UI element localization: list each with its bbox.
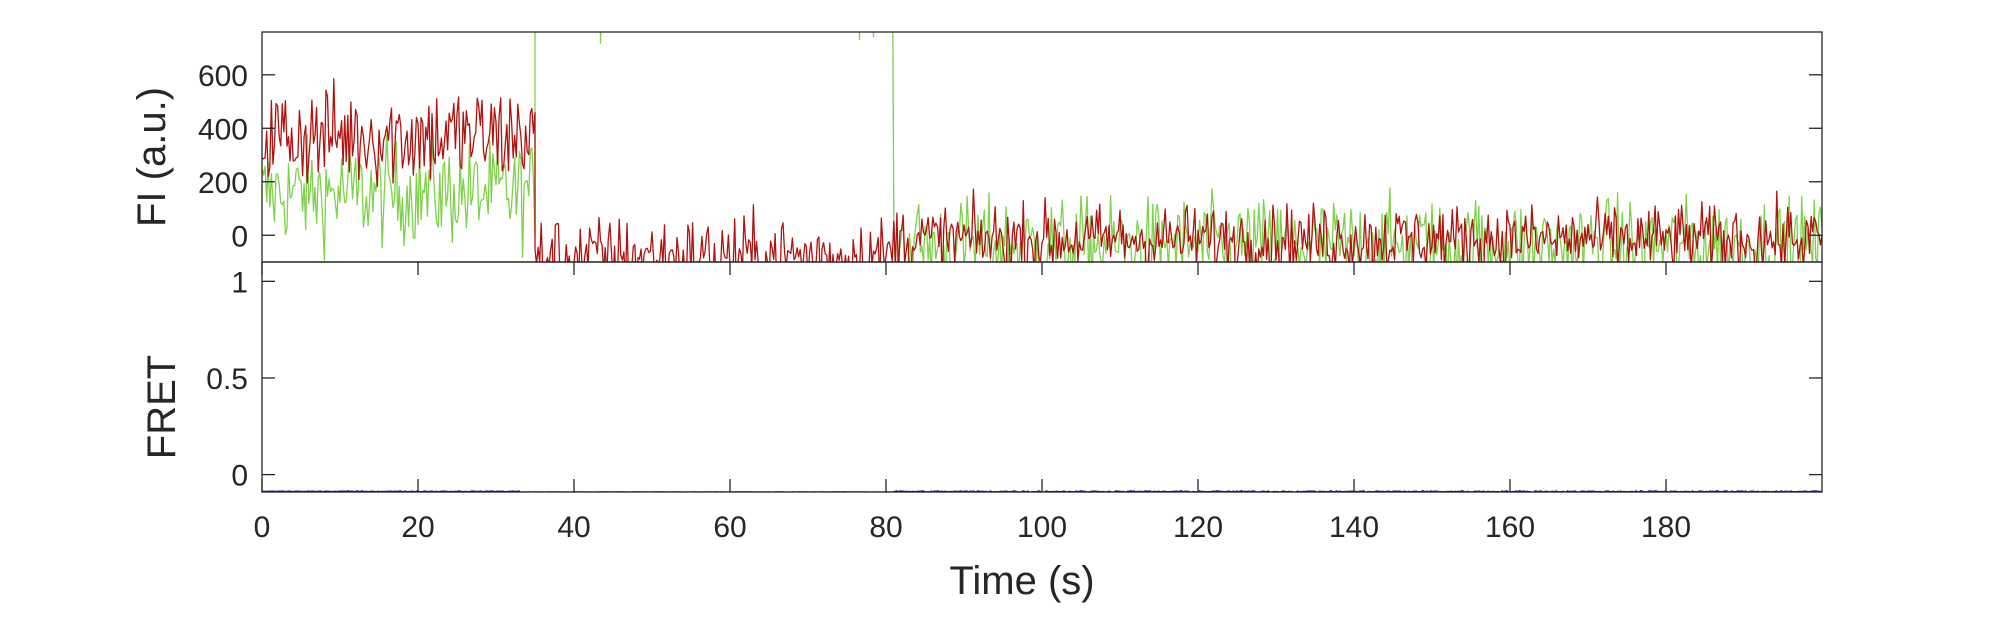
bottom-panel-frame: [261, 261, 1823, 493]
fluorescence-y-axis-label: FI (a.u.): [130, 87, 174, 227]
y-tick-label: 0.5: [206, 363, 248, 396]
x-tick-label: 60: [713, 511, 746, 544]
y-tick-label: 200: [198, 167, 248, 200]
x-tick-label: 140: [1329, 511, 1379, 544]
fluorescence-panel: 0 200 400 600: [198, 31, 1823, 263]
x-tick-label: 100: [1017, 511, 1067, 544]
x-tick-label: 80: [869, 511, 902, 544]
top-panel-traces: [262, 32, 1822, 262]
time-x-axis-label: Time (s): [949, 559, 1094, 603]
y-tick-label: 1: [231, 266, 248, 299]
y-tick-label: 0: [231, 460, 248, 493]
donor-trace: [262, 32, 1822, 262]
acceptor-trace: [262, 77, 1822, 262]
fret-panel: 0 0.5 1 0 20 40 60 80 100 120 140 160 180: [206, 261, 1823, 544]
x-tick-label: 0: [254, 511, 271, 544]
x-tick-label: 120: [1173, 511, 1223, 544]
x-tick-label: 180: [1641, 511, 1691, 544]
x-tick-label: 20: [401, 511, 434, 544]
fret-y-axis-label: FRET: [140, 355, 184, 459]
y-tick-label: 0: [231, 220, 248, 253]
y-tick-label: 400: [198, 113, 248, 146]
x-tick-label: 40: [557, 511, 590, 544]
y-tick-label: 600: [198, 60, 248, 93]
x-tick-label: 160: [1485, 511, 1535, 544]
